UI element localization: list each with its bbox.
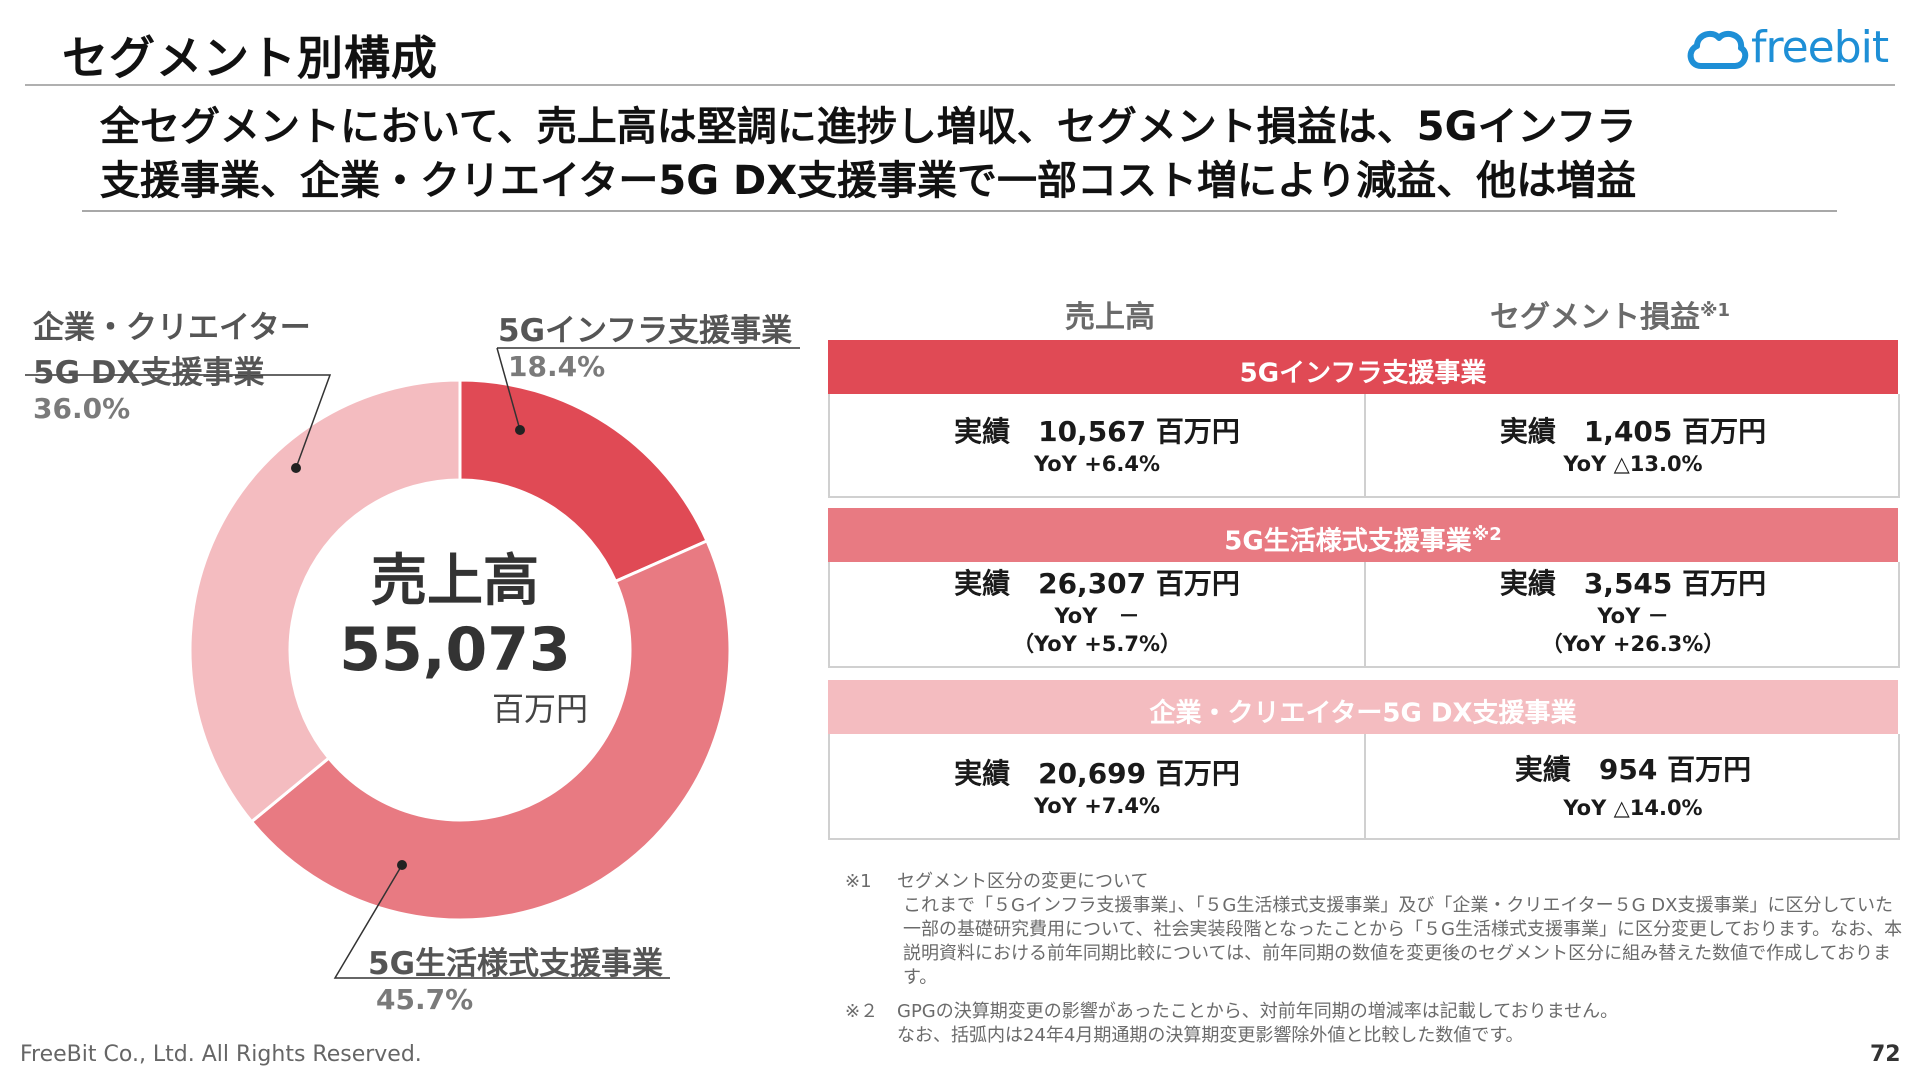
leader-line-5g-infra-tail <box>496 347 521 431</box>
footnote-heading: GPGの決算期変更の影響があったことから、対前年同期の増減率は記載しておりません… <box>897 1001 1619 1022</box>
footnote-body: これまで「５Gインフラ支援事業」、「５G生活様式支援事業」及び「企業・クリエイタ… <box>903 895 1903 988</box>
donut-center-label: 売上高 <box>371 549 539 614</box>
footnote-2: ※２ GPGの決算期変更の影響があったことから、対前年同期の増減率は記載しており… <box>845 1000 1905 1048</box>
donut-slice-2 <box>188 378 462 824</box>
profit-yoy: YoY △14.0% <box>1563 796 1703 820</box>
sales-actual: 実績 26,307 百万円 <box>954 567 1240 600</box>
segment-label-5g-lifestyle: 5G生活様式支援事業 45.7% <box>368 938 663 1016</box>
headline: 全セグメントにおいて、売上高は堅調に進捗し増収、セグメント損益は、5Gインフラ … <box>100 100 1860 208</box>
leader-line-5g-lifestyle <box>333 864 670 979</box>
profit-yoy: YoY △13.0% <box>1563 452 1703 476</box>
donut-center-unit: 百万円 <box>492 690 588 728</box>
segment-name-5g-infra: 5Gインフラ支援事業 <box>498 313 793 349</box>
segment-name-enterprise-1: 企業・クリエイター <box>33 310 311 346</box>
title-divider <box>25 84 1895 86</box>
segment-label-enterprise: 企業・クリエイター 5G DX支援事業 36.0% <box>33 302 311 425</box>
segment-pct-5g-lifestyle: 45.7% <box>376 983 474 1016</box>
profit-actual: 実績 3,545 百万円 <box>1499 567 1767 600</box>
segment-band-label: 5G生活様式支援事業 <box>1224 526 1472 557</box>
sales-yoy: YoY +7.4% <box>1033 794 1161 818</box>
cloud-icon <box>1687 30 1749 69</box>
profit-cell: 実績 1,405 百万円 YoY △13.0% <box>1366 414 1900 478</box>
donut-center-value: 55,073 <box>339 615 571 685</box>
profit-cell: 実績 954 百万円 YoY △14.0% <box>1366 752 1900 822</box>
footnote-body: なお、括弧内は24年4月期通期の決算期変更影響除外値と比較した数値です。 <box>897 1025 1524 1046</box>
cell-divider <box>1364 394 1366 496</box>
donut-slice-1 <box>249 538 732 922</box>
segment-name-enterprise-2: 5G DX支援事業 <box>33 355 265 391</box>
segment-label-5g-infra: 5Gインフラ支援事業 18.4% <box>498 305 792 383</box>
sales-cell: 実績 20,699 百万円 YoY +7.4% <box>830 756 1364 820</box>
cell-divider <box>1364 562 1366 666</box>
freebit-logo: freebit <box>1685 20 1905 78</box>
sales-cell: 実績 26,307 百万円 YoY － （YoY +5.7%） <box>830 566 1364 658</box>
profit-yoy: YoY － <box>1597 604 1669 628</box>
profit-actual: 実績 1,405 百万円 <box>1499 415 1767 448</box>
segment-cells: 実績 20,699 百万円 YoY +7.4% 実績 954 百万円 YoY △… <box>828 734 1900 840</box>
sales-actual: 実績 10,567 百万円 <box>954 415 1240 448</box>
footnote-mark: ※２ <box>845 1001 879 1022</box>
segment-band-label: 5Gインフラ支援事業 <box>1239 358 1487 389</box>
sales-yoy: YoY － <box>1054 604 1140 628</box>
segment-band-label: 企業・クリエイター5G DX支援事業 <box>1149 698 1577 729</box>
column-header-profit-mark: ※1 <box>1699 300 1731 321</box>
segment-cells: 実績 26,307 百万円 YoY － （YoY +5.7%） 実績 3,545… <box>828 562 1900 668</box>
page-title: セグメント別構成 <box>62 31 438 85</box>
sales-yoy: YoY +6.4% <box>1033 452 1161 476</box>
profit-actual: 実績 954 百万円 <box>1514 753 1752 786</box>
segment-pct-enterprise: 36.0% <box>33 392 131 425</box>
leader-dot-5g-infra <box>515 425 525 435</box>
segment-band: 5G生活様式支援事業※2 <box>828 508 1898 562</box>
profit-yoy-adjusted: （YoY +26.3%） <box>1541 632 1725 656</box>
leader-dot-5g-lifestyle <box>397 860 407 870</box>
sales-actual: 実績 20,699 百万円 <box>954 757 1240 790</box>
segment-cells: 実績 10,567 百万円 YoY +6.4% 実績 1,405 百万円 YoY… <box>828 394 1900 498</box>
profit-cell: 実績 3,545 百万円 YoY － （YoY +26.3%） <box>1366 566 1900 658</box>
leader-line-enterprise <box>25 374 332 469</box>
footnote-1: ※1 セグメント区分の変更について これまで「５Gインフラ支援事業」、「５G生活… <box>845 870 1905 990</box>
copyright: FreeBit Co., Ltd. All Rights Reserved. <box>20 1042 422 1067</box>
footnote-mark: ※1 <box>845 871 872 892</box>
column-header-sales: 売上高 <box>1065 300 1155 335</box>
segment-name-5g-lifestyle: 5G生活様式支援事業 <box>368 946 664 982</box>
headline-line-1: 全セグメントにおいて、売上高は堅調に進捗し増収、セグメント損益は、5Gインフラ <box>100 104 1637 150</box>
headline-line-2: 支援事業、企業・クリエイター5G DX支援事業で一部コスト増により減益、他は増益 <box>100 158 1637 204</box>
revenue-donut-chart: 売上高 55,073 百万円 <box>188 378 732 922</box>
segment-band: 5Gインフラ支援事業 <box>828 340 1898 394</box>
sales-yoy-adjusted: （YoY +5.7%） <box>1012 632 1182 656</box>
sales-cell: 実績 10,567 百万円 YoY +6.4% <box>830 414 1364 478</box>
segment-pct-5g-infra: 18.4% <box>508 350 606 383</box>
column-header-profit: セグメント損益※1 <box>1440 292 1780 336</box>
logo-text: freebit <box>1751 22 1889 73</box>
headline-divider <box>82 210 1837 212</box>
cell-divider <box>1364 734 1366 838</box>
leader-dot-enterprise <box>291 463 301 473</box>
page-number: 72 <box>1870 1042 1901 1067</box>
footnotes: ※1 セグメント区分の変更について これまで「５Gインフラ支援事業」、「５G生活… <box>845 870 1905 1048</box>
footnote-heading: セグメント区分の変更について <box>897 871 1149 892</box>
segment-band: 企業・クリエイター5G DX支援事業 <box>828 680 1898 734</box>
column-header-profit-text: セグメント損益 <box>1489 300 1700 335</box>
